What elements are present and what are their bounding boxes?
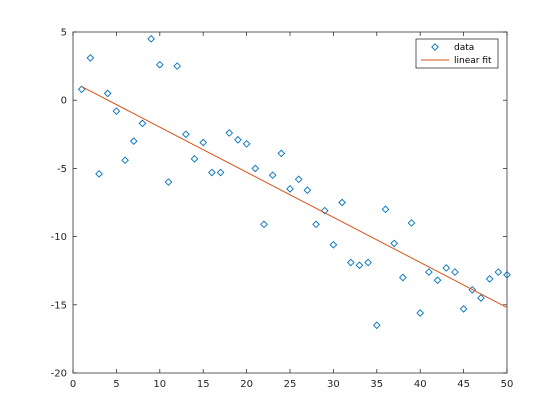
x-tick-label: 45 bbox=[457, 379, 470, 390]
y-tick-label: -20 bbox=[51, 369, 67, 380]
data-point bbox=[251, 164, 260, 173]
x-tick-label: 25 bbox=[284, 379, 297, 390]
data-point bbox=[103, 89, 112, 98]
data-point bbox=[294, 175, 303, 184]
data-point bbox=[155, 60, 164, 69]
y-tick-label: 0 bbox=[61, 96, 67, 107]
x-tick-label: 20 bbox=[240, 379, 253, 390]
data-point bbox=[329, 240, 338, 249]
x-tick-label: 0 bbox=[70, 379, 76, 390]
data-point bbox=[277, 149, 286, 158]
data-point bbox=[208, 168, 216, 177]
data-point bbox=[303, 186, 312, 195]
x-tick-label: 10 bbox=[153, 379, 166, 390]
data-point bbox=[459, 305, 468, 313]
data-point bbox=[121, 156, 129, 165]
y-tick-label: -5 bbox=[57, 164, 67, 175]
data-point bbox=[86, 54, 95, 62]
data-point bbox=[338, 198, 346, 207]
legend: data linear fit bbox=[415, 38, 499, 69]
data-point bbox=[372, 321, 381, 330]
data-point bbox=[407, 219, 416, 227]
linear-fit-line bbox=[81, 86, 508, 308]
data-point bbox=[95, 170, 103, 178]
series-layer bbox=[77, 34, 511, 330]
data-point bbox=[112, 107, 121, 115]
x-tick-label: 35 bbox=[370, 379, 383, 390]
data-point bbox=[173, 62, 181, 70]
x-axis: 0 5 10 15 20 25 30 35 40 45 50 bbox=[70, 32, 514, 390]
y-tick-label: 5 bbox=[61, 28, 67, 39]
plot-area bbox=[72, 31, 508, 374]
x-tick-label: 50 bbox=[501, 379, 514, 390]
data-point bbox=[216, 168, 225, 177]
data-point bbox=[399, 273, 407, 282]
data-point bbox=[503, 270, 511, 279]
data-point bbox=[485, 275, 494, 283]
data-point bbox=[477, 294, 485, 302]
y-tick-label: -10 bbox=[51, 232, 67, 243]
data-point bbox=[268, 171, 277, 180]
x-tick-label: 5 bbox=[113, 379, 119, 390]
y-tick-label: -15 bbox=[51, 300, 67, 311]
legend-box bbox=[415, 38, 499, 69]
data-point bbox=[416, 309, 425, 317]
data-point bbox=[234, 135, 242, 144]
x-tick-label: 15 bbox=[197, 379, 210, 390]
data-point bbox=[451, 268, 459, 276]
data-point bbox=[381, 205, 390, 214]
data-point bbox=[182, 130, 190, 139]
data-point bbox=[355, 261, 364, 270]
data-point bbox=[442, 264, 451, 272]
data-point bbox=[190, 155, 199, 163]
data-point bbox=[147, 34, 155, 43]
legend-label: data bbox=[454, 43, 474, 53]
data-point bbox=[138, 119, 147, 128]
data-point bbox=[242, 140, 251, 148]
x-tick-label: 30 bbox=[327, 379, 340, 390]
x-tick-label: 40 bbox=[414, 379, 427, 390]
y-axis: -20 -15 -10 -5 0 5 bbox=[51, 28, 507, 380]
data-point bbox=[312, 220, 320, 229]
data-point bbox=[346, 258, 355, 267]
data-point bbox=[433, 276, 442, 285]
data-point bbox=[494, 268, 503, 276]
data-point bbox=[225, 129, 234, 137]
axes-box bbox=[72, 31, 508, 374]
data-point bbox=[320, 206, 329, 215]
data-point bbox=[425, 268, 433, 276]
data-point bbox=[164, 178, 173, 186]
legend-label: linear fit bbox=[454, 56, 492, 66]
data-point bbox=[286, 185, 294, 193]
data-point bbox=[390, 239, 398, 248]
data-point bbox=[199, 138, 208, 147]
data-point bbox=[129, 137, 138, 145]
data-point bbox=[260, 220, 268, 229]
legend-marker-swatch bbox=[431, 43, 439, 51]
data-point bbox=[364, 258, 372, 267]
